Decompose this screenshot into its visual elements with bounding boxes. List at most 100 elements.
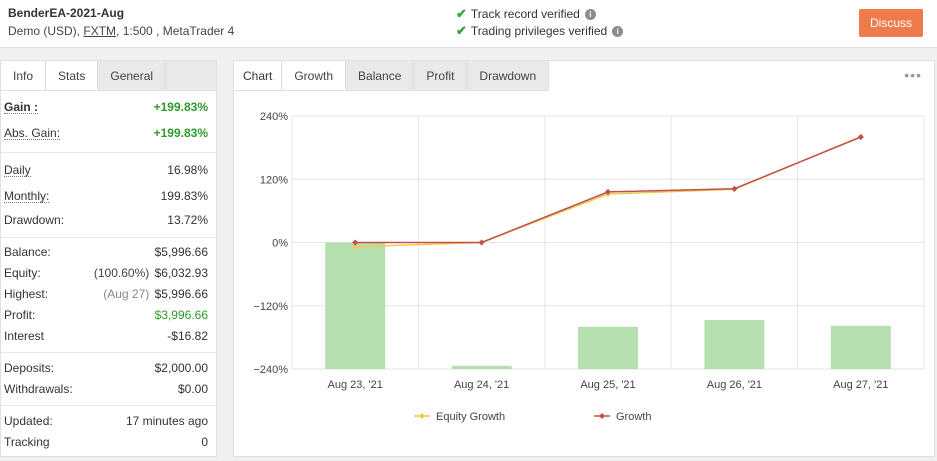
account-details: , 1:500 , MetaTrader 4 <box>116 24 235 38</box>
tab-profit[interactable]: Profit <box>414 61 468 90</box>
chart-tabs: Chart Growth Balance Profit Drawdown <box>234 61 550 91</box>
stat-value: $0.00 <box>177 382 208 396</box>
stat-label[interactable]: Daily <box>4 162 31 177</box>
stat-equity: Equity: (100.60%) $6,032.93 <box>1 263 216 283</box>
check-icon: ✔ <box>456 23 467 38</box>
stat-daily: Daily 16.98% <box>1 160 216 180</box>
stat-label: Interest <box>4 329 45 343</box>
stat-value: 0 <box>201 435 208 449</box>
data-point <box>478 239 485 246</box>
stat-label: Drawdown: <box>4 213 65 227</box>
data-point <box>605 188 611 195</box>
data-point <box>857 134 864 141</box>
y-tick-label: 240% <box>260 111 288 123</box>
stats-panel: Info Stats General Gain : +199.83% Abs. … <box>0 60 217 457</box>
info-icon[interactable]: i <box>584 8 596 20</box>
stat-label: Tracking <box>4 435 50 449</box>
stat-value-group: (100.60%) $6,032.93 <box>94 266 208 280</box>
tab-info[interactable]: Info <box>1 61 47 90</box>
stat-label: Profit: <box>4 308 36 322</box>
stat-label: Equity: <box>4 266 41 280</box>
tab-general[interactable]: General <box>98 61 167 90</box>
tab-balance[interactable]: Balance <box>346 61 415 90</box>
divider <box>1 237 216 238</box>
account-header: BenderEA-2021-Aug Demo (USD), FXTM, 1:50… <box>0 0 937 48</box>
check-icon: ✔ <box>456 6 467 21</box>
legend-label: Growth <box>616 411 651 423</box>
more-options-icon[interactable]: ••• <box>904 67 922 83</box>
bar <box>704 319 765 369</box>
stat-value: -$16.82 <box>167 329 208 343</box>
x-tick-label: Aug 25, '21 <box>580 379 635 391</box>
y-tick-label: −120% <box>253 301 288 313</box>
stat-label[interactable]: Gain : <box>4 99 39 114</box>
legend-label: Equity Growth <box>436 411 505 423</box>
bar <box>830 325 891 369</box>
bar <box>451 365 512 369</box>
tab-chart[interactable]: Chart <box>234 61 283 90</box>
stat-label: Highest: <box>4 287 49 301</box>
stat-highest: Highest: (Aug 27) $5,996.66 <box>1 284 216 304</box>
stat-interest: Interest -$16.82 <box>1 326 216 346</box>
chart-panel: Chart Growth Balance Profit Drawdown •••… <box>233 60 935 457</box>
stat-value: $5,996.66 <box>154 245 208 259</box>
bar <box>578 326 638 369</box>
x-tick-label: Aug 23, '21 <box>328 379 383 391</box>
y-tick-label: 120% <box>260 174 288 186</box>
info-icon[interactable]: i <box>612 25 624 37</box>
stat-gain: Gain : +199.83% <box>1 97 216 117</box>
highest-date: (Aug 27) <box>103 287 150 301</box>
stat-label: Balance: <box>4 245 51 259</box>
account-type: Demo (USD), <box>8 24 81 38</box>
tab-growth[interactable]: Growth <box>282 61 347 90</box>
trading-privileges-verified: ✔ Trading privileges verified i <box>456 23 624 39</box>
x-tick-label: Aug 26, '21 <box>707 379 762 391</box>
stat-value: 16.98% <box>167 163 208 177</box>
broker-link[interactable]: FXTM <box>83 24 117 38</box>
stat-label: Withdrawals: <box>4 382 73 396</box>
stat-value-group: (Aug 27) $5,996.66 <box>103 287 208 301</box>
divider <box>1 152 216 153</box>
account-title: BenderEA-2021-Aug <box>8 6 125 20</box>
legend-marker <box>419 413 425 419</box>
account-subtitle: Demo (USD), FXTM, 1:500 , MetaTrader 4 <box>8 24 234 38</box>
stat-tracking: Tracking 0 <box>1 432 216 452</box>
equity-percent: (100.60%) <box>93 266 150 280</box>
stat-label[interactable]: Abs. Gain: <box>4 125 61 140</box>
tab-drawdown[interactable]: Drawdown <box>467 61 550 90</box>
growth-chart: 240% 120% 0% −120% −240% Aug 23, '21 Aug 24, '… <box>253 111 925 423</box>
x-tick-label: Aug 27, '21 <box>833 379 888 391</box>
stats-tabs: Info Stats General <box>1 61 216 91</box>
bar <box>325 242 386 369</box>
stat-value: $6,032.93 <box>154 266 208 280</box>
stat-updated: Updated: 17 minutes ago <box>1 411 216 431</box>
x-tick-label: Aug 24, '21 <box>454 379 509 391</box>
stat-abs-gain: Abs. Gain: +199.83% <box>1 123 216 143</box>
stat-label: Deposits: <box>4 361 55 375</box>
data-point <box>731 185 738 192</box>
stat-value: 13.72% <box>167 213 208 227</box>
legend-marker <box>599 413 605 419</box>
stat-deposits: Deposits: $2,000.00 <box>1 358 216 378</box>
data-point <box>352 239 359 246</box>
stat-profit: Profit: $3,996.66 <box>1 305 216 325</box>
y-tick-label: −240% <box>253 364 288 376</box>
data-point <box>352 243 359 250</box>
stat-value: $2,000.00 <box>154 361 208 375</box>
y-tick-label: 0% <box>272 238 288 250</box>
stat-value: +199.83% <box>153 100 208 114</box>
stat-value: 199.83% <box>160 189 208 203</box>
stat-label[interactable]: Monthly: <box>4 188 50 203</box>
stat-value: 17 minutes ago <box>125 414 208 428</box>
divider <box>1 405 216 406</box>
stat-value: +199.83% <box>153 126 208 140</box>
stat-value: $5,996.66 <box>154 287 208 301</box>
track-record-verified: ✔ Track record verified i <box>456 6 596 22</box>
stat-monthly: Monthly: 199.83% <box>1 186 216 206</box>
stat-withdrawals: Withdrawals: $0.00 <box>1 379 216 399</box>
stat-drawdown: Drawdown: 13.72% <box>1 210 216 230</box>
discuss-button[interactable]: Discuss <box>859 9 923 37</box>
tab-stats[interactable]: Stats <box>46 61 99 90</box>
stat-balance: Balance: $5,996.66 <box>1 242 216 262</box>
divider <box>1 352 216 353</box>
